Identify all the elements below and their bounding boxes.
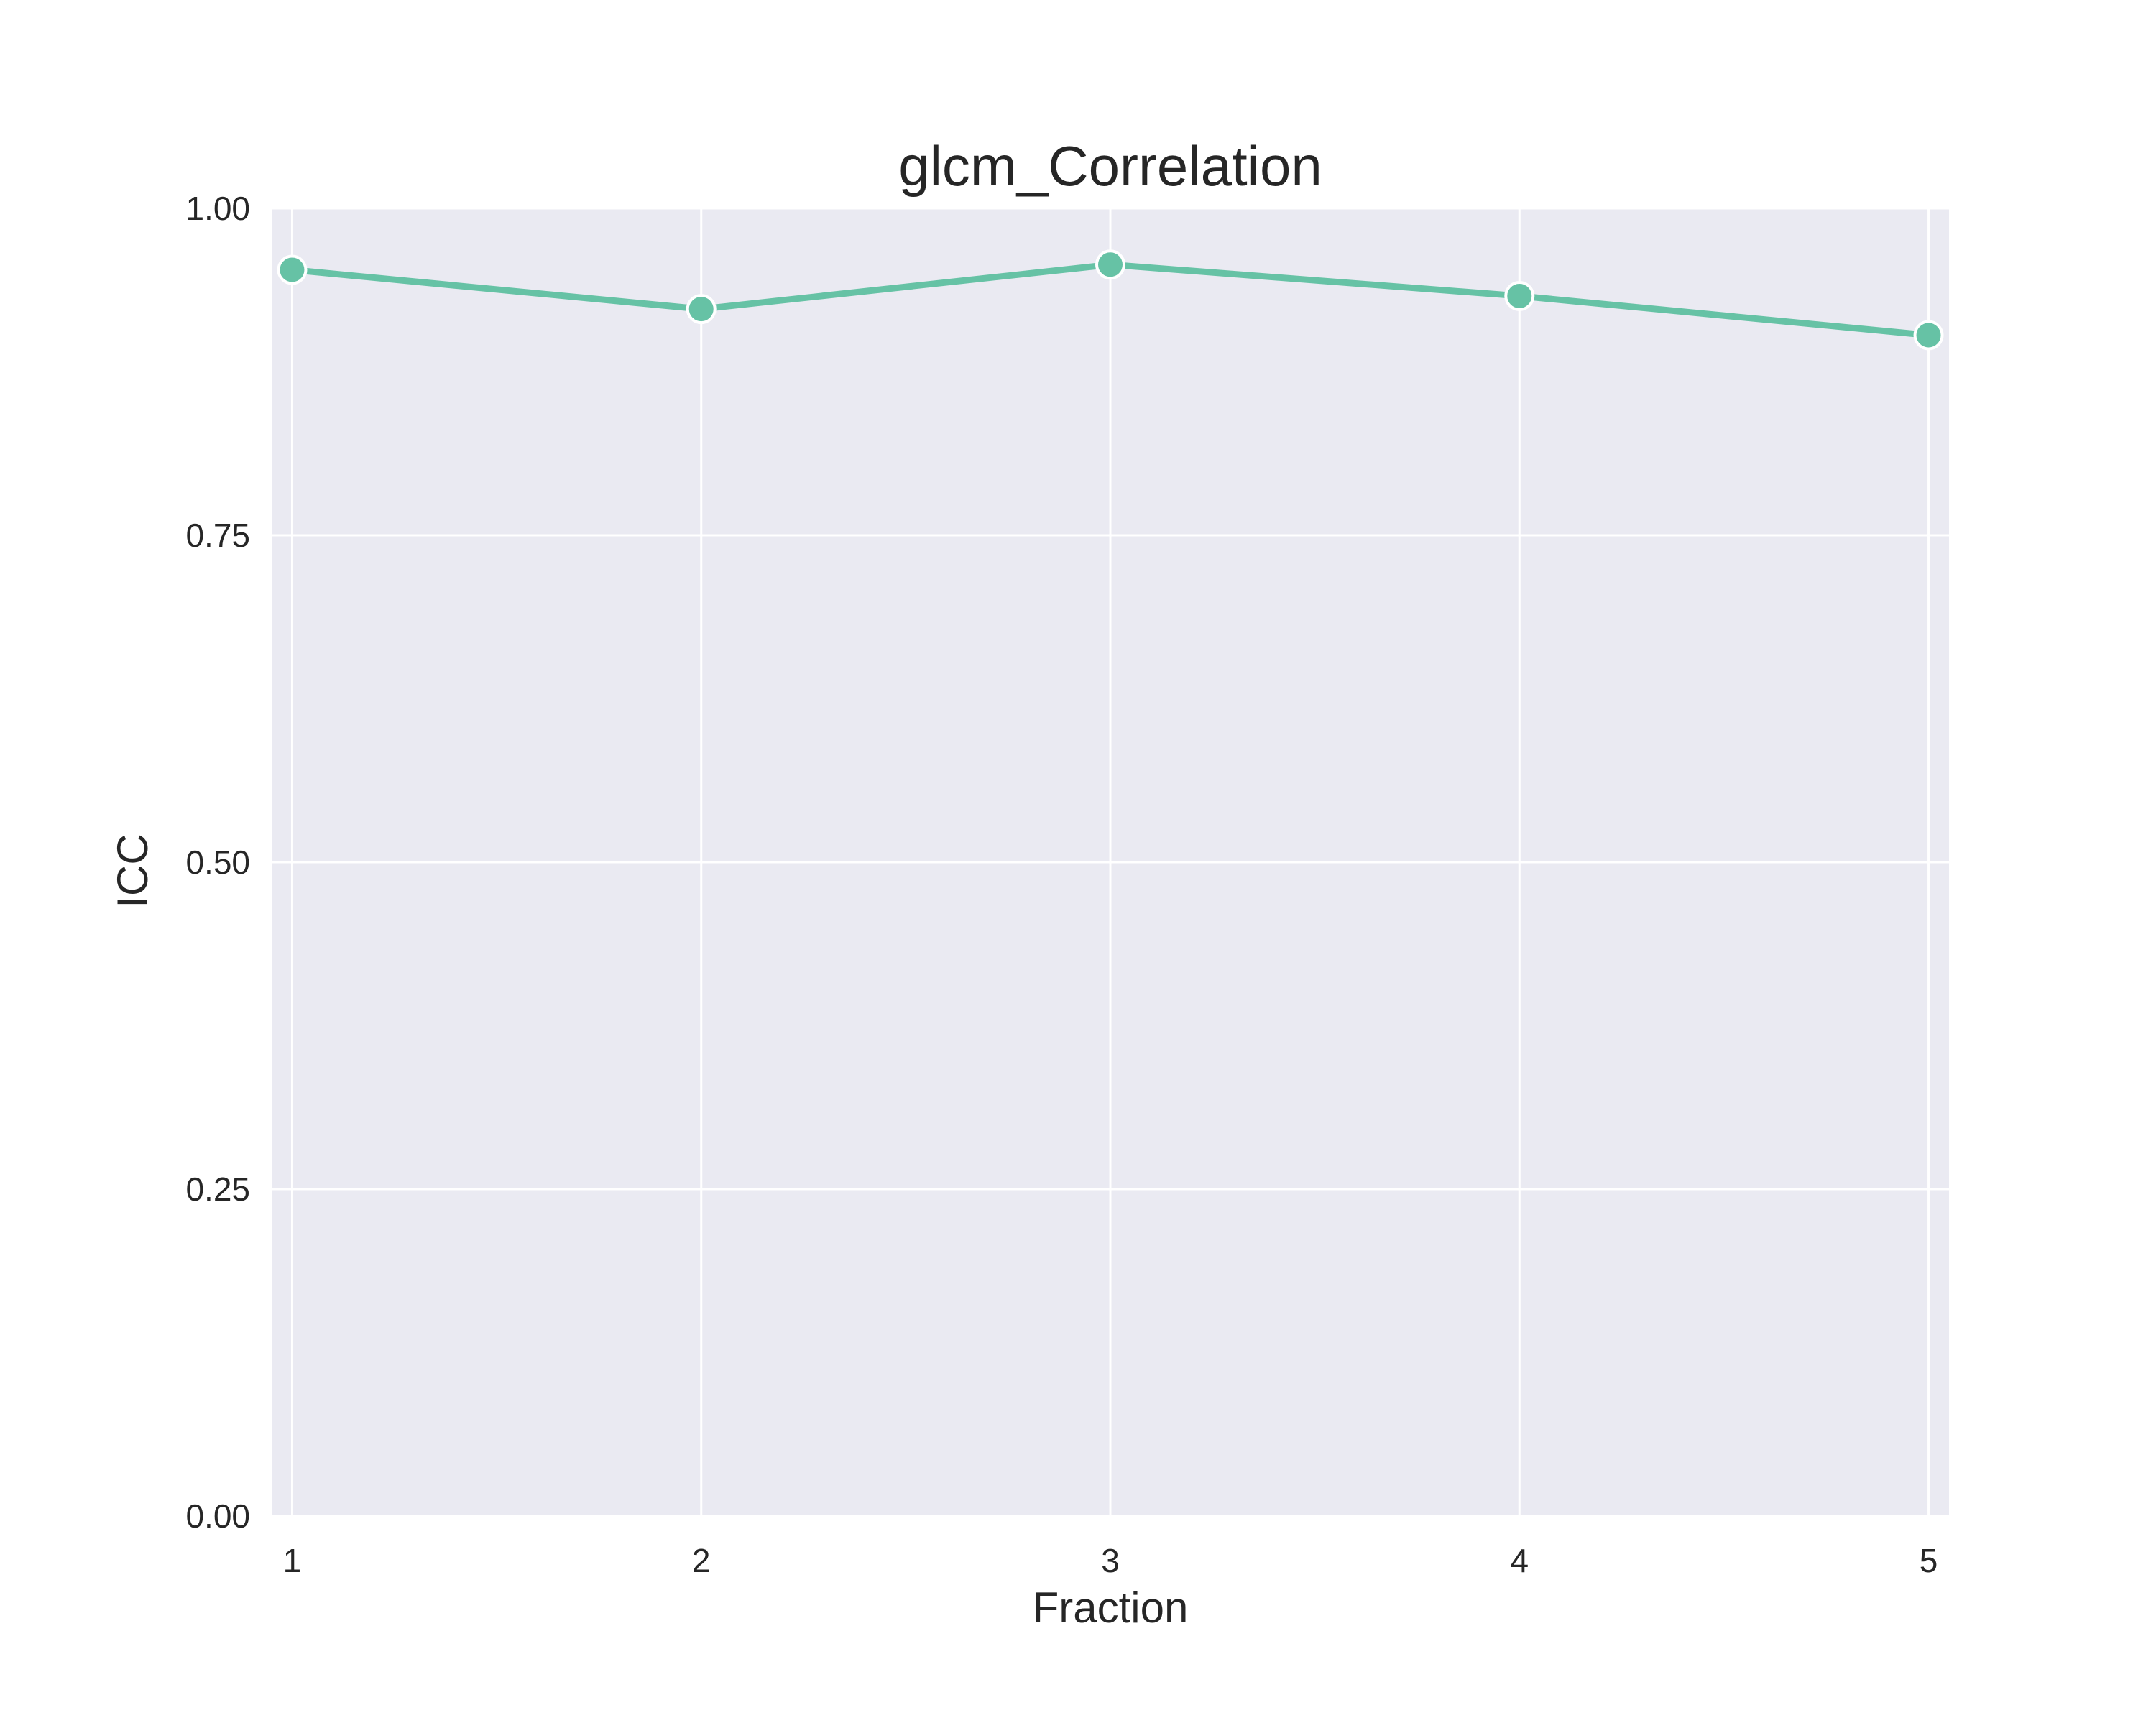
x-tick-label: 2 <box>692 1542 711 1579</box>
x-tick-label: 5 <box>1920 1542 1938 1579</box>
x-axis-label: Fraction <box>1033 1584 1189 1632</box>
y-tick-label: 0.50 <box>185 844 250 881</box>
chart-title: glcm_Correlation <box>898 134 1322 198</box>
data-point <box>277 254 308 285</box>
series-layer <box>277 249 1944 351</box>
x-axis-ticks: 1 2 3 4 5 <box>283 1542 1938 1579</box>
data-point <box>1504 280 1535 311</box>
y-tick-label: 1.00 <box>185 190 250 227</box>
y-axis-label: ICC <box>109 833 157 907</box>
data-point <box>1095 249 1125 280</box>
grid-lines <box>272 207 1949 1517</box>
y-tick-label: 0.75 <box>185 517 250 554</box>
y-tick-label: 0.25 <box>185 1170 250 1208</box>
x-tick-label: 4 <box>1510 1542 1529 1579</box>
y-axis-ticks: 0.00 0.25 0.50 0.75 1.00 <box>185 190 250 1535</box>
x-tick-label: 3 <box>1101 1542 1120 1579</box>
data-point <box>686 294 717 325</box>
y-tick-label: 0.00 <box>185 1497 250 1535</box>
x-tick-label: 1 <box>283 1542 302 1579</box>
data-point <box>1913 320 1944 351</box>
